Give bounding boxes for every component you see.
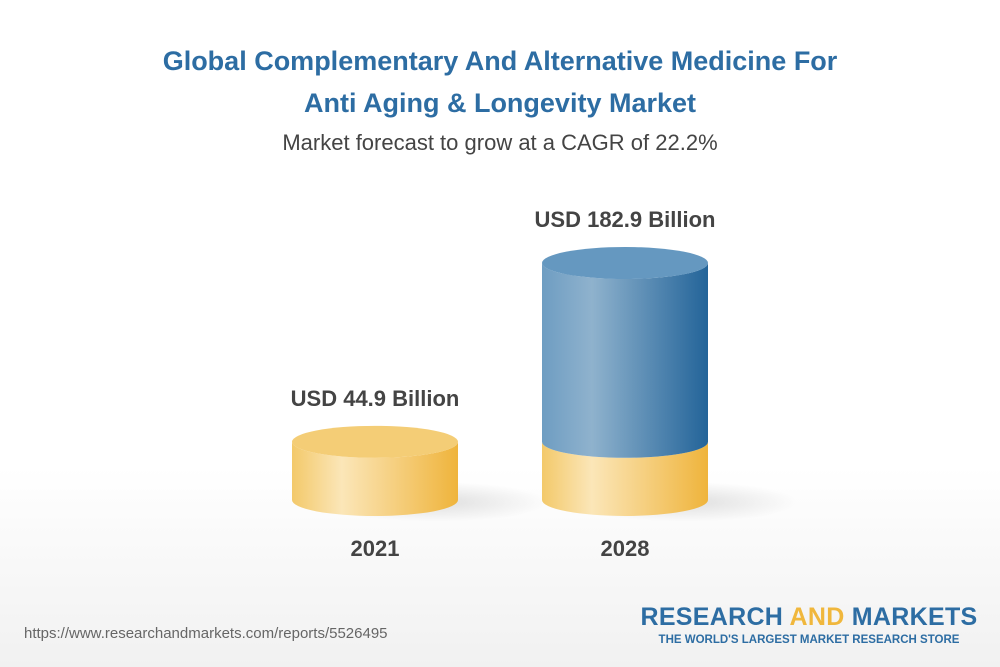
logo-text: RESEARCH [640,603,790,631]
chart-subtitle: Market forecast to grow at a CAGR of 22.… [282,130,718,155]
title-line-1: Global Complementary And Alternative Med… [162,46,838,76]
bar-top-cap [542,247,708,279]
title-line-2: Anti Aging & Longevity Market [303,88,696,118]
bar-growth-segment [542,263,708,458]
source-url[interactable]: https://www.researchandmarkets.com/repor… [24,625,388,642]
bar-top-cap [292,425,458,458]
x-tick-label: 2028 [601,536,650,561]
logo-tagline: THE WORLD'S LARGEST MARKET RESEARCH STOR… [658,634,960,646]
research-and-markets-logo: RESEARCH AND MARKETS THE WORLD'S LARGEST… [640,603,978,646]
x-tick-label: 2021 [351,536,400,561]
bar-base-segment [292,441,458,516]
bar-base-segment [542,441,708,516]
chart-title: Global Complementary And Alternative Med… [0,40,1000,124]
logo-text: MARKETS [844,603,978,631]
data-label: USD 182.9 Billion [535,207,716,232]
logo-text-and: AND [789,603,845,631]
data-label: USD 44.9 Billion [291,386,460,411]
